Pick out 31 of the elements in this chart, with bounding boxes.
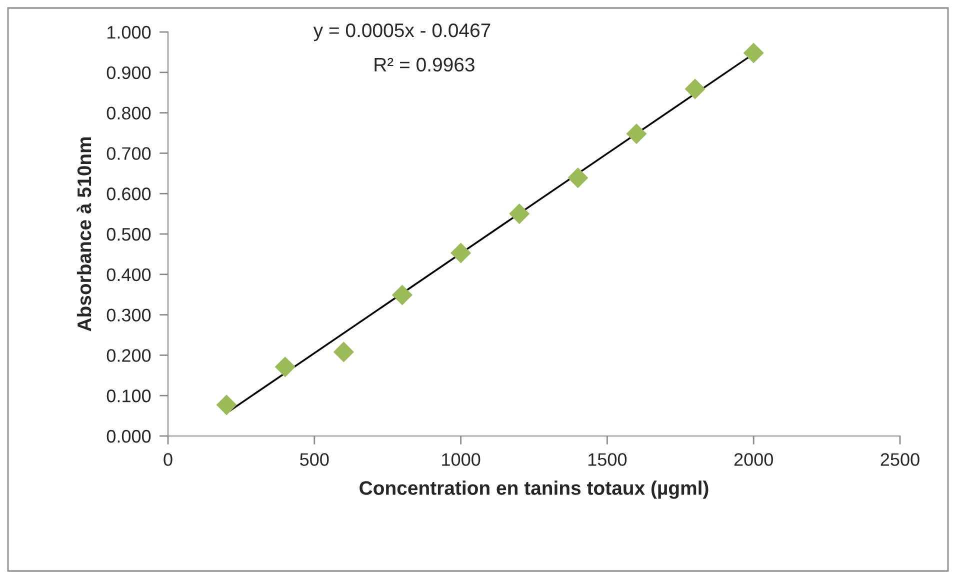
point bbox=[684, 78, 706, 100]
point bbox=[743, 42, 764, 64]
y-tick-label: 0.800 bbox=[106, 106, 151, 120]
y-tick-label: 0.500 bbox=[106, 228, 151, 241]
y-tick-label: 0.100 bbox=[106, 390, 151, 402]
point bbox=[274, 356, 296, 378]
x-tick-label: 500 bbox=[300, 453, 329, 466]
y-tick-label: 0.900 bbox=[106, 66, 151, 80]
point bbox=[509, 204, 530, 224]
annotation: y = 0.0005x - 0.0467 bbox=[313, 23, 490, 42]
x-axis-title: Concentration en tanins totaux (µgml) bbox=[360, 480, 708, 499]
annotation: R² = 0.9963 bbox=[374, 58, 474, 72]
point bbox=[333, 342, 354, 362]
point bbox=[216, 394, 237, 416]
x-tick-label: 2000 bbox=[734, 453, 773, 466]
x-tick-label: 1500 bbox=[588, 453, 627, 466]
y-tick-label: 0.600 bbox=[106, 188, 151, 200]
y-axis-title: Absorbance à 510nm bbox=[76, 137, 92, 332]
point bbox=[392, 284, 413, 306]
x-tick-label: 2500 bbox=[880, 453, 920, 466]
y-tick-label: 0.000 bbox=[106, 430, 151, 443]
y-tick-label: 0.200 bbox=[106, 349, 151, 362]
x-tick-label: 0 bbox=[164, 453, 172, 466]
point bbox=[568, 168, 588, 188]
x-tick-label: 1000 bbox=[442, 453, 480, 466]
y-tick-label: 1.000 bbox=[108, 26, 151, 39]
y-tick-label: 0.400 bbox=[106, 268, 151, 282]
point bbox=[626, 124, 647, 144]
y-tick-label: 0.700 bbox=[106, 147, 151, 160]
y-tick-label: 0.300 bbox=[106, 308, 151, 322]
point bbox=[450, 242, 472, 264]
